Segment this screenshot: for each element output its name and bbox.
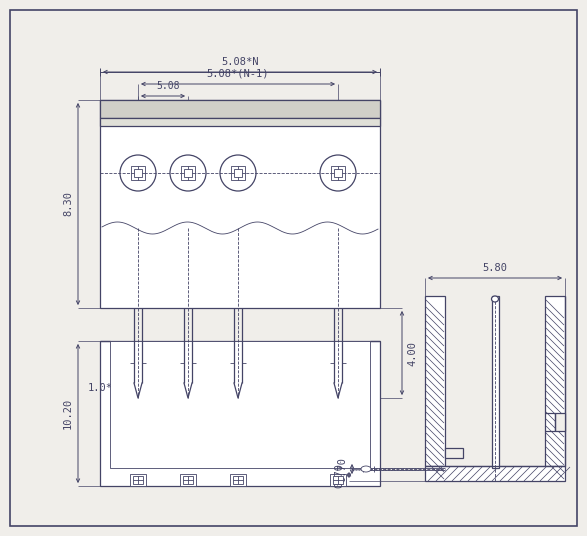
Text: 5.08: 5.08 <box>156 81 180 91</box>
Bar <box>333 476 343 484</box>
Bar <box>100 100 380 118</box>
Text: 8.30: 8.30 <box>63 191 73 217</box>
Text: 0.70: 0.70 <box>334 463 344 488</box>
Bar <box>100 100 380 308</box>
Bar <box>134 169 142 177</box>
Bar <box>334 169 342 177</box>
Text: 10.20: 10.20 <box>63 398 73 429</box>
Text: 0.70: 0.70 <box>337 457 347 481</box>
Bar <box>445 448 463 458</box>
Text: 1.0*1.0: 1.0*1.0 <box>88 383 131 393</box>
Bar <box>180 474 196 486</box>
Bar <box>130 474 146 486</box>
Bar <box>234 169 242 177</box>
Bar <box>133 476 143 484</box>
Bar <box>545 296 565 466</box>
Bar <box>233 476 243 484</box>
Bar <box>331 166 345 180</box>
Bar <box>110 341 370 468</box>
Bar <box>131 166 145 180</box>
Bar <box>492 296 499 468</box>
Text: 5.80: 5.80 <box>483 263 508 273</box>
Bar <box>181 166 195 180</box>
Bar <box>230 474 246 486</box>
Bar <box>555 413 565 431</box>
Bar <box>425 466 565 481</box>
Ellipse shape <box>491 296 498 302</box>
Bar <box>425 296 445 466</box>
Bar <box>100 341 380 486</box>
Ellipse shape <box>361 466 371 472</box>
Bar <box>183 476 193 484</box>
Bar <box>231 166 245 180</box>
Bar <box>330 474 346 486</box>
Bar <box>184 169 192 177</box>
Text: 5.08*N: 5.08*N <box>221 57 259 67</box>
Text: 5.08*(N-1): 5.08*(N-1) <box>207 69 269 79</box>
Text: 4.00: 4.00 <box>407 340 417 366</box>
Bar <box>100 118 380 126</box>
